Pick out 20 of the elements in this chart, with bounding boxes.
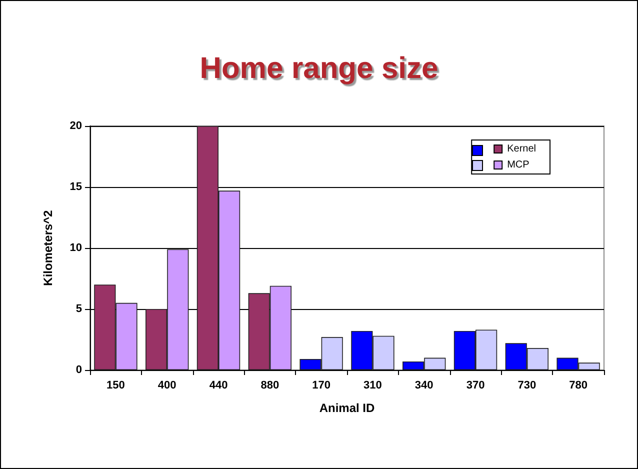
x-axis-title: Animal ID <box>319 401 376 415</box>
x-tick-label: 150 <box>106 380 125 392</box>
y-axis-title: Kilometers^2 <box>41 210 55 286</box>
x-tick-label: 170 <box>312 380 330 392</box>
y-tick-label: 0 <box>76 364 82 376</box>
legend-label: MCP <box>507 160 530 170</box>
x-tick-label: 400 <box>158 380 176 392</box>
legend-label: Kernel <box>507 144 536 154</box>
y-tick-label: 10 <box>70 242 82 254</box>
y-tick-label: 20 <box>70 120 82 132</box>
x-tick-label: 780 <box>569 380 588 392</box>
x-tick-label: 340 <box>414 380 434 392</box>
y-tick-label: 5 <box>76 303 82 315</box>
chart-title: Home range size <box>198 52 440 86</box>
y-tick-label: 15 <box>70 181 82 193</box>
x-tick-label: 370 <box>466 380 485 392</box>
x-tick-label: 310 <box>364 380 382 392</box>
x-tick-label: 730 <box>518 380 536 392</box>
x-tick-label: 880 <box>260 380 280 392</box>
x-tick-label: 440 <box>209 380 228 392</box>
